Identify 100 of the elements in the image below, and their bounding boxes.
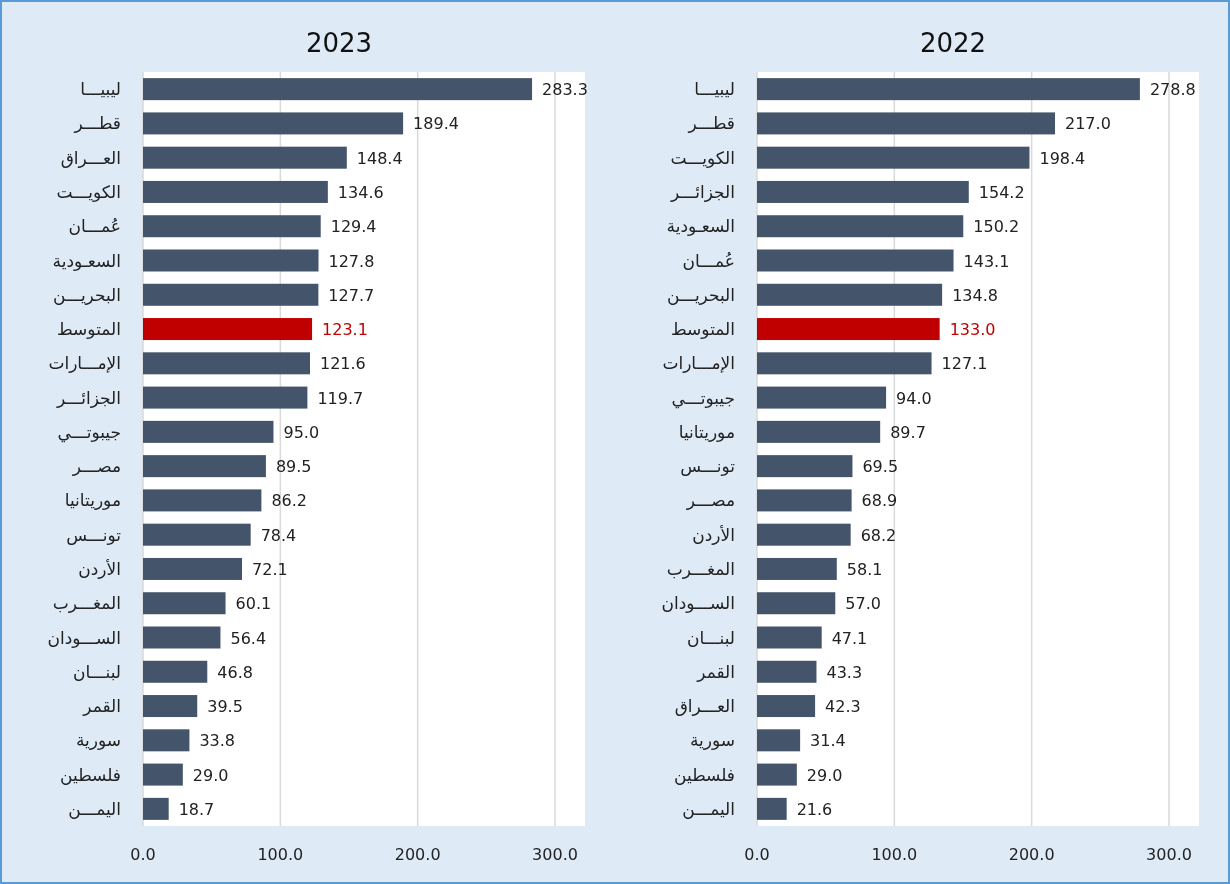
data-label: 56.4 (230, 628, 267, 648)
bar (757, 797, 787, 820)
y-tick-label: السعـودية (52, 250, 121, 271)
y-tick-label: الإمـــارات (48, 353, 121, 374)
data-label: 119.7 (317, 388, 364, 408)
bar (757, 729, 801, 752)
bar (757, 386, 887, 409)
bar (143, 386, 308, 409)
y-tick-label: لبنـــان (686, 627, 735, 648)
y-tick-label: مصـــر (71, 456, 121, 477)
data-label: 86.2 (271, 491, 308, 511)
bar (757, 215, 964, 238)
data-label: 283.3 (542, 80, 588, 100)
bar (143, 797, 169, 820)
bar (757, 557, 837, 580)
y-tick-label: مصـــر (685, 490, 735, 511)
y-tick-label: البحريـــن (667, 284, 735, 305)
y-tick-label: القمر (82, 696, 121, 717)
y-tick-label: السعـودية (666, 216, 735, 237)
data-label: 58.1 (846, 559, 883, 579)
bar (143, 626, 221, 649)
y-tick-label: عُمـــان (682, 250, 735, 271)
y-tick-label: سورية (689, 730, 735, 751)
data-label: 18.7 (178, 799, 215, 819)
data-label: 127.1 (941, 354, 988, 374)
data-label: 89.7 (890, 422, 926, 442)
y-tick-label: موريتانيا (678, 421, 735, 442)
data-label: 150.2 (973, 217, 1020, 237)
data-label: 33.8 (199, 731, 236, 751)
y-tick-label: فلسطين (60, 764, 121, 785)
bar (143, 523, 251, 546)
y-tick-label: المتوسط (670, 319, 735, 340)
bar (757, 352, 932, 375)
y-tick-label: لبنـــان (72, 661, 121, 682)
y-tick-label: الكويـــت (56, 181, 121, 202)
bar (143, 592, 226, 615)
y-tick-label: اليمـــن (682, 798, 735, 819)
data-label: 198.4 (1039, 148, 1086, 168)
bar (757, 180, 969, 203)
data-label: 57.0 (845, 594, 881, 614)
bar (143, 489, 262, 512)
y-tick-label: قطـــر (73, 113, 121, 134)
y-tick-label: الجزائـــر (669, 181, 735, 202)
data-label: 69.5 (862, 457, 899, 477)
bar (143, 455, 266, 478)
bar (143, 180, 328, 203)
y-tick-label: تونـــس (66, 524, 122, 545)
data-label: 42.3 (825, 697, 861, 717)
x-tick-label: 100.0 (871, 845, 918, 864)
data-label: 94.0 (896, 388, 932, 408)
bar (757, 523, 851, 546)
data-label: 127.8 (328, 251, 375, 271)
y-tick-label: الكويـــت (670, 147, 735, 168)
y-tick-label: سورية (75, 730, 121, 751)
data-label: 60.1 (235, 594, 272, 614)
y-tick-label: الجزائـــر (55, 387, 121, 408)
y-tick-label: البحريـــن (53, 284, 121, 305)
data-label: 189.4 (413, 114, 459, 134)
y-tick-label: جيبوتـــي (57, 421, 121, 443)
data-label: 68.2 (860, 525, 897, 545)
y-tick-label: المتوسط (56, 319, 121, 340)
data-label: 154.2 (978, 182, 1025, 202)
data-label: 278.8 (1149, 80, 1196, 100)
bar (757, 249, 954, 272)
x-tick-label: 0.0 (130, 845, 156, 864)
data-label: 123.1 (322, 320, 368, 340)
data-label: 29.0 (806, 765, 843, 785)
chart-title: 2022 (919, 28, 987, 58)
bar (757, 763, 797, 786)
bar (143, 352, 310, 375)
x-tick-label: 200.0 (394, 845, 441, 864)
y-tick-label: العـــراق (60, 147, 121, 168)
y-tick-label: فلسطين (674, 764, 735, 785)
bar (143, 78, 533, 101)
data-label: 68.9 (861, 491, 898, 511)
data-label: 121.6 (320, 354, 366, 374)
x-tick-label: 100.0 (257, 845, 304, 864)
data-label: 43.3 (826, 662, 863, 682)
y-tick-label: الأردن (692, 524, 735, 545)
y-tick-label: الأردن (78, 558, 121, 579)
x-tick-label: 300.0 (1146, 845, 1192, 864)
y-tick-label: موريتانيا (64, 490, 121, 511)
data-label: 39.5 (207, 697, 243, 717)
y-tick-label: قطـــر (687, 113, 735, 134)
data-label: 95.0 (283, 422, 320, 442)
bar (143, 249, 319, 272)
bar (757, 592, 836, 615)
y-tick-label: المغـــرب (666, 558, 735, 579)
bar (143, 283, 319, 306)
bar (143, 695, 198, 718)
bar (143, 112, 404, 135)
data-label: 21.6 (796, 799, 833, 819)
data-label: 143.1 (963, 251, 1010, 271)
x-tick-label: 200.0 (1008, 845, 1055, 864)
y-tick-label: جيبوتـــي (671, 387, 735, 409)
bar (143, 318, 313, 341)
bar (757, 112, 1056, 135)
bar (143, 215, 321, 238)
bar (143, 660, 208, 683)
data-label: 129.4 (330, 217, 377, 237)
